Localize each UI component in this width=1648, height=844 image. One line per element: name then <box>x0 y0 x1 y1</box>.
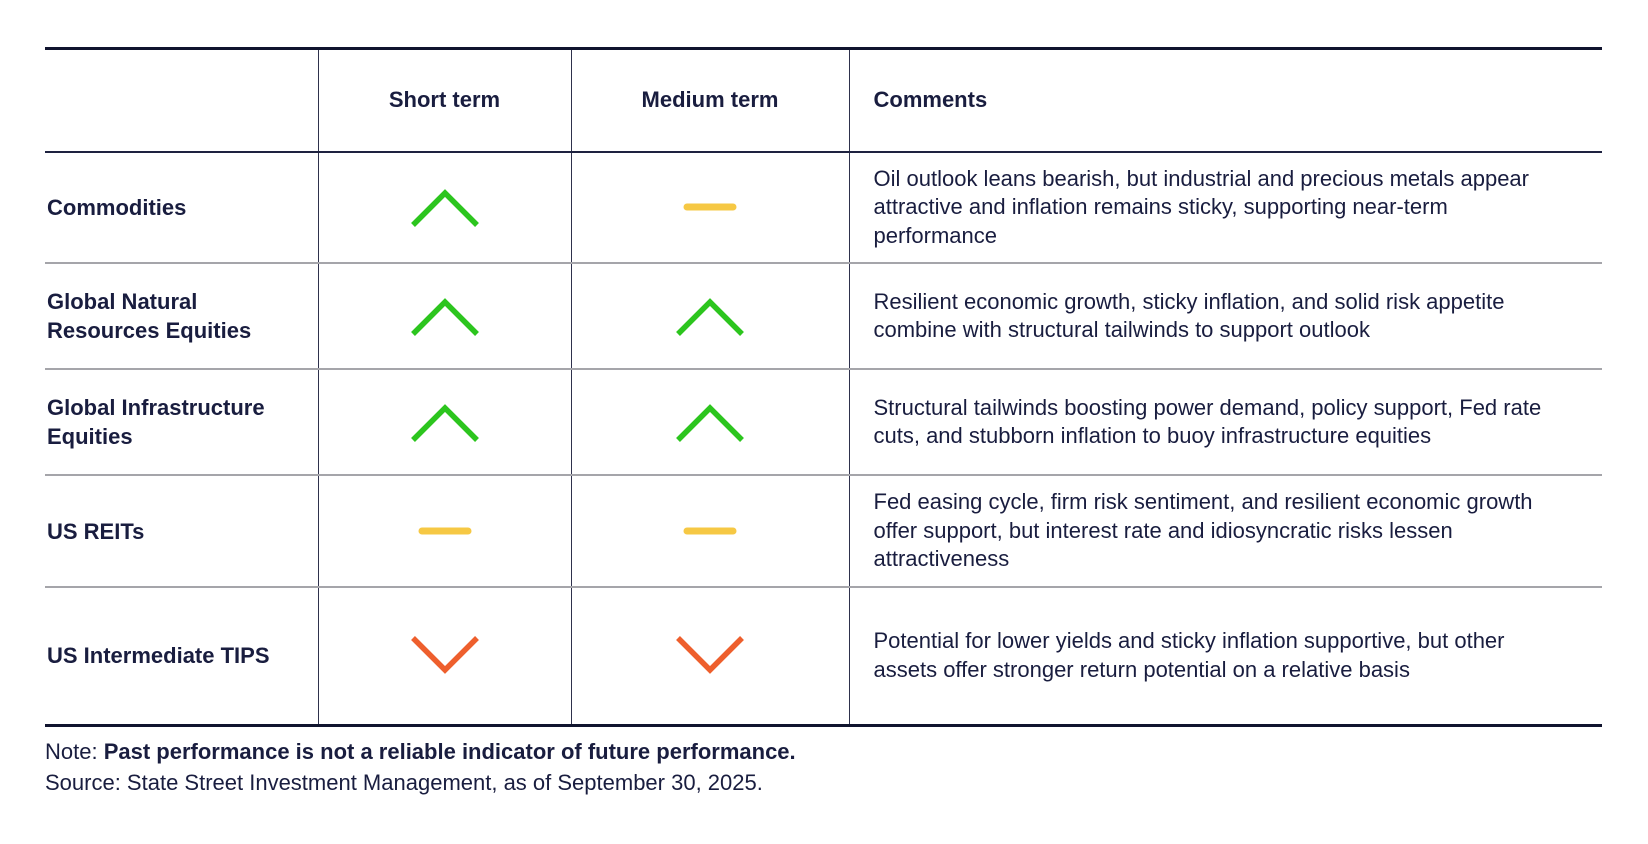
table-row-us-reits: US REITs Fed easing cycle, firm risk sen… <box>45 475 1602 588</box>
asset-outlook-table: Short term Medium term Comments Commodit… <box>45 47 1602 727</box>
comment-text: Structural tailwinds boosting power dema… <box>873 394 1542 449</box>
header-medium-term: Medium term <box>571 48 850 152</box>
comment-text: Oil outlook leans bearish, but industria… <box>873 165 1530 248</box>
note-prefix: Note: <box>45 739 104 764</box>
short-term-cell <box>318 475 572 588</box>
short-term-cell <box>318 369 572 476</box>
header-empty-cell <box>45 48 319 152</box>
comment-text: Fed easing cycle, firm risk sentiment, a… <box>873 489 1533 572</box>
short-term-cell <box>318 263 572 370</box>
trend-flat-icon <box>683 527 737 535</box>
short-term-cell <box>318 587 572 726</box>
note-bold-text: Past performance is not a reliable indic… <box>103 739 796 764</box>
comment-text: Potential for lower yields and sticky in… <box>873 628 1505 682</box>
source-line: Source: State Street Investment Manageme… <box>45 770 763 795</box>
trend-up-icon <box>676 404 744 443</box>
row-label: Global Infrastructure Equities <box>45 369 319 476</box>
row-label: Commodities <box>45 151 319 264</box>
medium-term-cell <box>571 369 850 476</box>
header-row: Short term Medium term Comments <box>45 48 1602 152</box>
medium-term-cell <box>571 475 850 588</box>
table-row-global-infrastructure: Global Infrastructure Equities Structura… <box>45 369 1602 476</box>
trend-up-icon <box>410 404 479 443</box>
trend-down-icon <box>676 635 744 674</box>
trend-up-icon <box>410 189 479 228</box>
table-row-commodities: Commodities Oil outlook leans bearish, b… <box>45 151 1602 264</box>
medium-term-cell <box>571 151 850 264</box>
table-row-global-natural-resources: Global Natural Resources Equities Resili… <box>45 263 1602 370</box>
trend-down-icon <box>410 635 479 674</box>
footnote: Note: Past performance is not a reliable… <box>45 736 796 798</box>
row-label: US REITs <box>45 475 319 588</box>
trend-up-icon <box>410 298 479 337</box>
row-label: Global Natural Resources Equities <box>45 263 319 370</box>
medium-term-cell <box>571 587 850 726</box>
row-label: US Intermediate TIPS <box>45 587 319 726</box>
medium-term-cell <box>571 263 850 370</box>
table-row-us-intermediate-tips: US Intermediate TIPS Potential for lower… <box>45 587 1602 726</box>
trend-flat-icon <box>418 527 471 535</box>
short-term-cell <box>318 151 572 264</box>
comment-text: Resilient economic growth, sticky inflat… <box>873 288 1505 343</box>
trend-up-icon <box>676 298 744 337</box>
header-comments: Comments <box>873 87 988 113</box>
trend-flat-icon <box>683 203 737 211</box>
note-line: Note: Past performance is not a reliable… <box>45 736 796 767</box>
header-short-term: Short term <box>318 48 572 152</box>
